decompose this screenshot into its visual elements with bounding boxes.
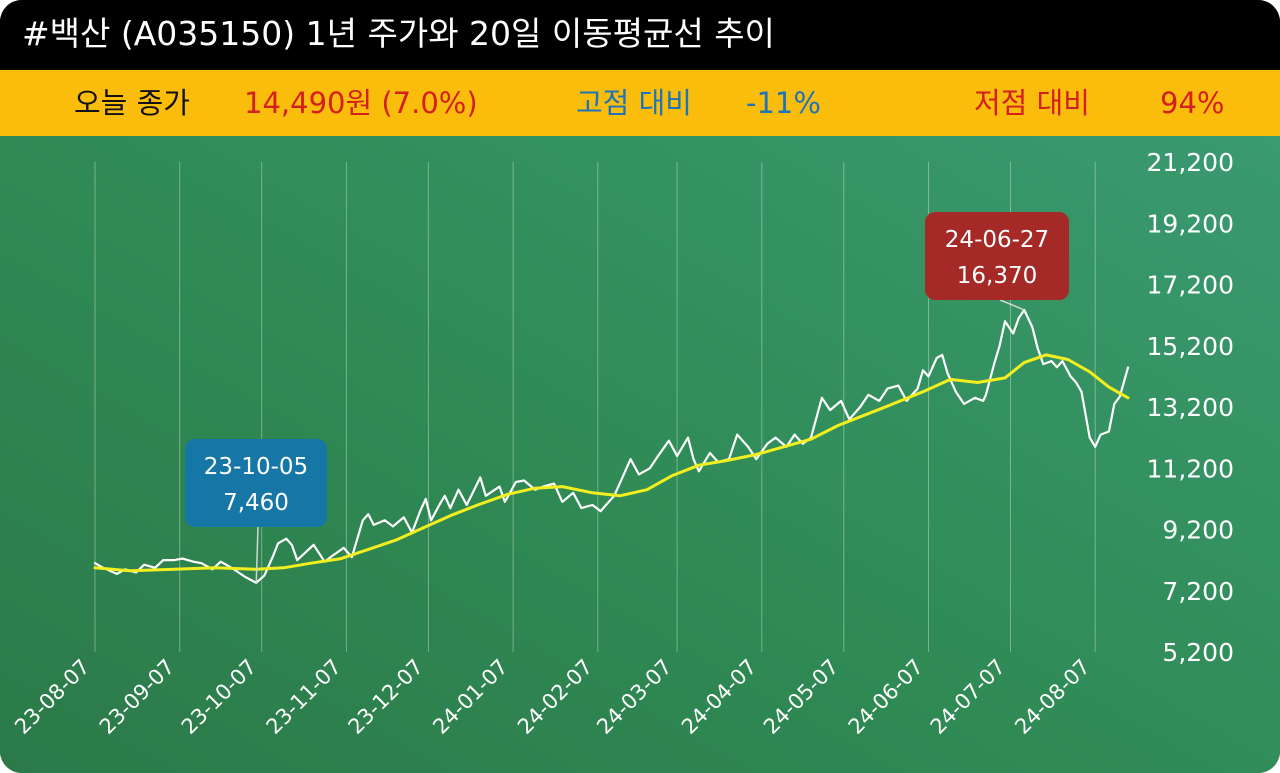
x-tick-label: 24-03-07 [592, 655, 676, 739]
low-compare-value: 94% [1160, 86, 1225, 120]
y-tick-label: 7,200 [1162, 577, 1234, 606]
low-compare-label: 저점 대비 [974, 86, 1090, 120]
callout-leader [999, 299, 1025, 311]
x-tick-label: 24-01-07 [428, 655, 512, 739]
close-price-label: 오늘 종가 [74, 86, 190, 120]
y-tick-label: 19,200 [1147, 209, 1234, 238]
y-tick-label: 13,200 [1147, 393, 1234, 422]
callout-leader [255, 526, 259, 583]
high-compare-label: 고점 대비 [576, 86, 692, 120]
high-callout [925, 212, 1069, 300]
x-tick-label: 24-08-07 [1010, 655, 1094, 739]
x-tick-label: 24-06-07 [844, 655, 928, 739]
y-tick-label: 11,200 [1147, 454, 1234, 483]
low-callout [185, 439, 327, 527]
title-bar: #백산 (A035150) 1년 주가와 20일 이동평균선 추이 [0, 0, 1280, 70]
close-price-value: 14,490원 (7.0%) [244, 86, 478, 120]
y-axis: 21,200 19,200 17,200 15,200 13,200 11,200 9,20… [1147, 148, 1234, 667]
price-line [93, 308, 1130, 584]
high-compare-value: -11% [746, 86, 821, 120]
y-tick-label: 17,200 [1147, 271, 1234, 300]
chart-title: #백산 (A035150) 1년 주가와 20일 이동평균선 추이 [22, 14, 775, 53]
y-tick-label: 21,200 [1147, 148, 1234, 177]
callout-value: 7,460 [223, 490, 289, 516]
stats-bar: 오늘 종가 14,490원 (7.0%) 고점 대비 -11% 저점 대비 94… [0, 70, 1280, 136]
x-tick-label: 24-07-07 [926, 655, 1010, 739]
x-tick-label: 23-12-07 [344, 655, 428, 739]
y-tick-label: 5,200 [1162, 638, 1234, 667]
x-tick-label: 23-08-07 [10, 655, 94, 739]
ma20-line [93, 353, 1130, 573]
y-tick-label: 9,200 [1162, 516, 1234, 545]
series-lines [93, 308, 1130, 584]
x-tick-label: 24-05-07 [759, 655, 843, 739]
x-tick-label: 23-09-07 [95, 655, 179, 739]
y-tick-label: 15,200 [1147, 332, 1234, 361]
callout-date: 24-06-27 [945, 227, 1049, 253]
x-tick-label: 24-04-07 [677, 655, 761, 739]
callout-value: 16,370 [957, 263, 1037, 289]
x-tick-label: 24-02-07 [513, 655, 597, 739]
x-tick-label: 23-11-07 [262, 655, 346, 739]
callout-date: 23-10-05 [204, 454, 308, 480]
x-tick-label: 23-10-07 [177, 655, 261, 739]
annotations: 23-10-05 7,460 24-06-27 16,370 [185, 212, 1069, 583]
